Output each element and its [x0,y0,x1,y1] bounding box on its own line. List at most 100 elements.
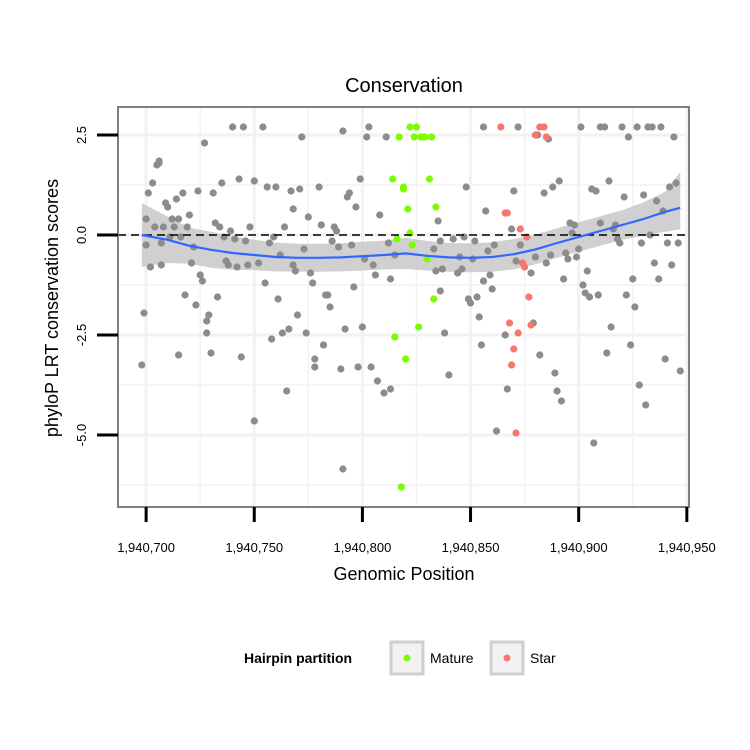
point-other [665,183,674,191]
point-other [300,245,308,253]
point-other [352,203,360,211]
point-other [516,241,524,249]
point-mature [432,203,440,211]
point-other [477,341,485,349]
smooth-line [141,206,681,259]
point-star [503,209,511,217]
point-other [298,133,306,141]
point-other [259,123,267,131]
point-other [250,177,258,185]
point-other [386,275,395,283]
point-other [380,389,388,397]
point-other [564,255,572,263]
point-other [514,123,522,131]
point-other [311,355,319,363]
point-other [508,225,516,233]
point-other [170,223,178,231]
point-other [653,197,661,205]
point-star [531,131,540,139]
point-other [486,271,494,279]
point-other [510,187,518,195]
point-other [229,123,237,131]
point-other [159,223,167,231]
point-other [296,185,304,193]
point-other [596,219,604,227]
point-other [216,223,224,231]
point-other [144,189,152,197]
point-other [363,133,371,141]
point-other [371,271,379,279]
point-other [479,123,488,131]
point-other [289,261,297,269]
point-other [540,189,548,197]
point-mature [399,185,408,193]
x-tick-label: 1,940,700 [117,540,175,555]
y-tick-label: 0.0 [74,226,89,244]
point-other [458,265,466,273]
point-other [239,123,247,131]
point-other [324,291,332,299]
point-other [194,187,202,195]
point-other [274,295,282,303]
point-other [635,381,643,389]
point-other [479,277,488,285]
point-other [155,157,163,165]
point-other [203,329,211,337]
point-other [551,369,559,377]
point-mature [402,355,410,363]
point-other [291,267,299,275]
point-other [432,267,440,275]
point-other [512,257,520,265]
point-other [637,239,646,247]
point-other [367,363,375,371]
point-other [384,239,392,247]
point-other [283,387,291,395]
point-mature [430,295,438,303]
point-other [674,239,682,247]
point-other [164,203,172,211]
point-other [218,179,226,187]
point-other [631,303,639,311]
point-other [622,291,630,299]
point-other [358,323,366,331]
point-other [603,349,611,357]
point-other [337,365,345,373]
x-tick-label: 1,940,950 [658,540,716,555]
point-other [657,123,665,131]
point-other [369,261,377,269]
point-star [521,263,529,271]
point-other [205,311,213,319]
point-other [293,311,302,319]
point-mature [389,175,397,183]
point-star [540,123,548,131]
x-tick-label: 1,940,900 [550,540,608,555]
point-other [306,269,315,277]
point-mature [397,483,405,491]
point-other [250,417,258,425]
point-other [436,237,444,245]
point-other [185,211,193,219]
legend-label-mature: Mature [430,650,474,666]
point-other [224,261,232,269]
point-other [255,259,263,267]
point-other [200,139,209,147]
legend: Hairpin partition Mature Star [244,640,556,676]
point-other [265,239,273,247]
point-mature [425,175,434,183]
point-other [213,293,222,301]
point-other [676,367,684,375]
point-other [640,191,648,199]
point-other [570,221,579,229]
point-other [620,193,628,201]
point-other [339,465,347,473]
plot-panel [118,107,689,507]
chart-title: Conservation [345,75,463,97]
point-other [373,377,382,385]
point-mature [393,235,401,243]
point-mature [408,241,416,249]
point-other [365,123,373,131]
point-other [138,361,146,369]
point-other [315,183,323,191]
point-other [192,301,200,309]
